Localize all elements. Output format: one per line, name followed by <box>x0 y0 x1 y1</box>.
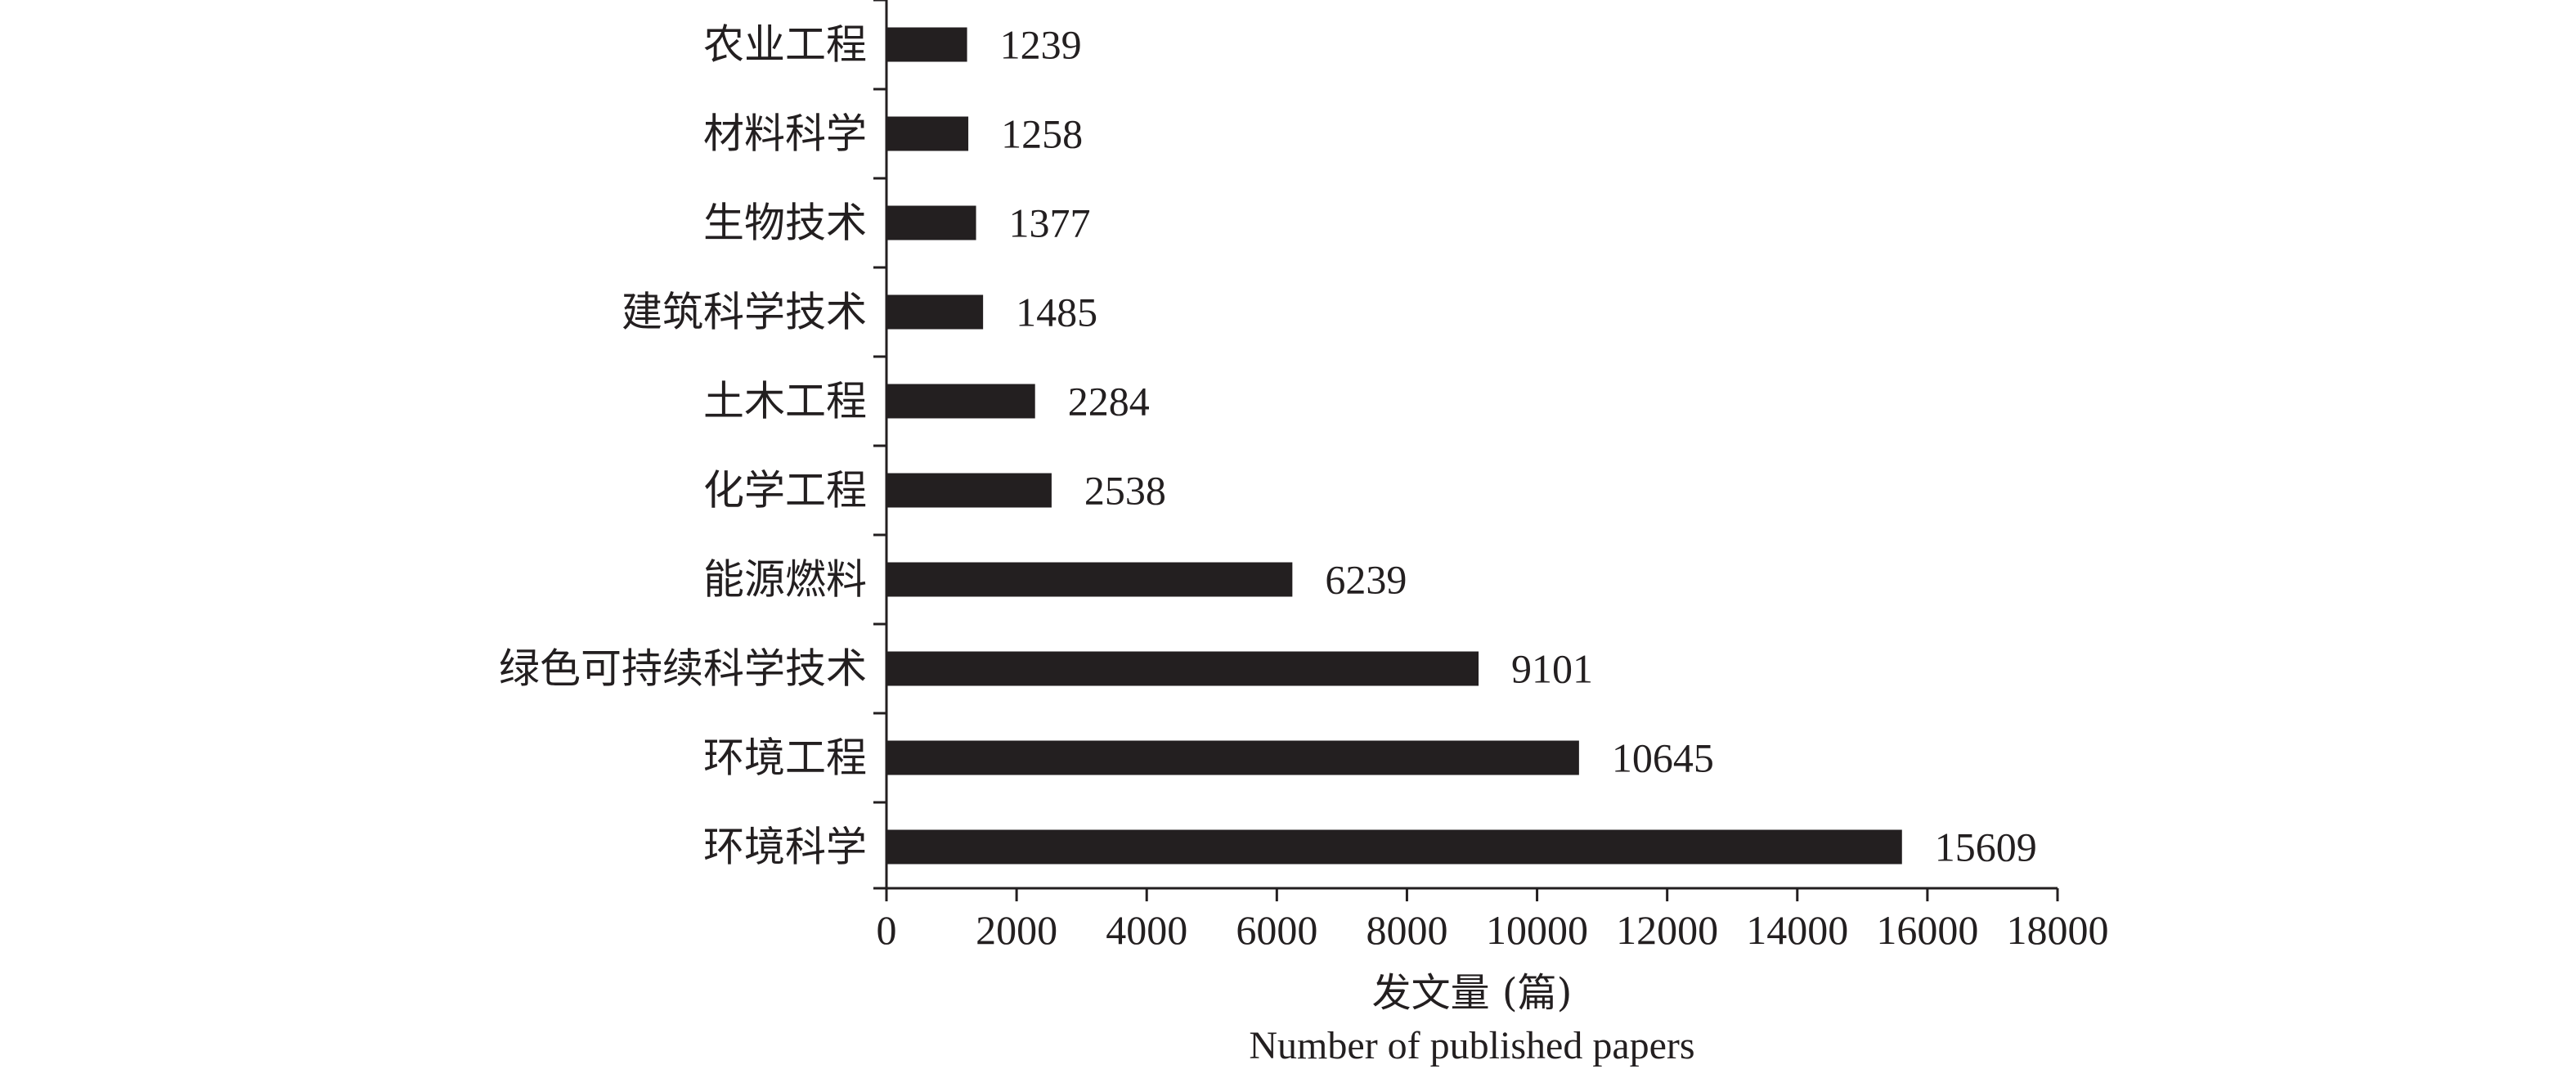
data-label: 15609 <box>1935 824 2037 870</box>
x-tick-label: 14000 <box>1746 907 1848 953</box>
x-tick-label: 6000 <box>1236 907 1317 953</box>
category-label: 化学工程 <box>703 467 867 514</box>
category-label: 环境工程 <box>703 734 867 782</box>
labels-layer: 农业工程 1239 材料科学 1258 生物技术 1377 建筑科学技术 1485 土木工程 22… <box>499 21 2037 871</box>
category-label: 生物技术 <box>703 200 867 247</box>
data-label: 1239 <box>1000 22 1082 68</box>
x-tick-label: 12000 <box>1616 907 1718 953</box>
category-label: 环境科学 <box>703 824 867 871</box>
x-tick-label: 10000 <box>1486 907 1588 953</box>
data-label: 6239 <box>1325 557 1407 603</box>
bar <box>886 294 984 330</box>
x-tick-label: 16000 <box>1876 907 1978 953</box>
data-label: 1258 <box>1001 111 1083 157</box>
data-label: 2538 <box>1084 468 1166 514</box>
ticks-layer: 0 2000 4000 6000 8000 10000 12000 14000 16000 180… <box>873 0 2109 953</box>
data-label: 10645 <box>1612 735 1714 781</box>
bar <box>886 829 1902 865</box>
bar <box>886 27 967 62</box>
x-tick-label: 4000 <box>1106 907 1187 953</box>
category-label: 土木工程 <box>703 378 867 425</box>
data-label: 1485 <box>1016 290 1097 335</box>
x-axis-title: 发文量 (篇) <box>1372 970 1573 1016</box>
bar <box>886 740 1579 775</box>
bar <box>886 562 1293 597</box>
data-label: 2284 <box>1068 379 1150 424</box>
bar <box>886 384 1035 419</box>
x-tick-label: 2000 <box>976 907 1057 953</box>
x-tick-label: 18000 <box>2007 907 2109 953</box>
category-label: 材料科学 <box>703 110 867 158</box>
category-label: 农业工程 <box>703 21 867 69</box>
bar <box>886 116 969 151</box>
x-axis-title-english: Number of published papers <box>1249 1024 1694 1067</box>
data-label: 1377 <box>1009 200 1091 246</box>
category-label: 能源燃料 <box>703 556 867 604</box>
category-label: 建筑科学技术 <box>622 289 867 336</box>
bar <box>886 651 1479 686</box>
bar <box>886 205 976 240</box>
x-tick-label: 0 <box>877 907 897 953</box>
data-label: 9101 <box>1511 646 1593 692</box>
bars-layer <box>886 27 1902 865</box>
bar <box>886 473 1052 508</box>
category-label: 绿色可持续科学技术 <box>499 645 867 693</box>
x-tick-label: 8000 <box>1366 907 1447 953</box>
